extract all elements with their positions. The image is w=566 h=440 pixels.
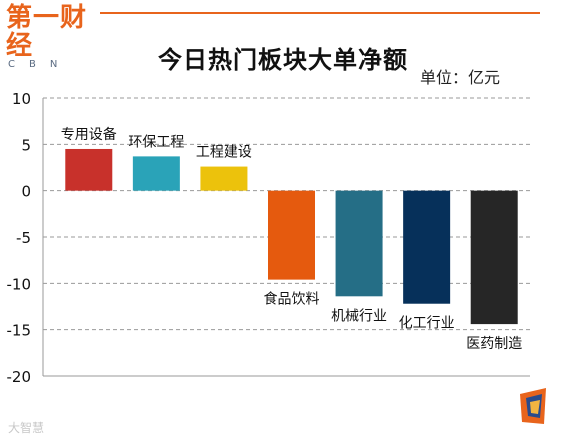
- category-label: 专用设备: [61, 126, 117, 143]
- category-label: 工程建设: [196, 145, 252, 161]
- category-label: 食品饮料: [264, 291, 320, 308]
- bar-3: [200, 166, 248, 191]
- bar-4: [268, 190, 315, 280]
- bar-5: [335, 190, 383, 297]
- watermark-text: 大智慧: [8, 421, 45, 435]
- axes: 10 5 0 -5 -10 -15 -20: [7, 90, 530, 386]
- chart-unit-label: 单位：亿元: [419, 68, 500, 87]
- cbn-logo: 第一财经 CBN: [6, 4, 106, 70]
- y-tick-label: -15: [7, 322, 32, 340]
- header-divider: [100, 12, 540, 14]
- logo-sub-text: CBN: [8, 59, 72, 70]
- corner-logo-mark: [520, 388, 546, 424]
- category-label: 化工行业: [399, 316, 455, 332]
- y-tick-label: -10: [7, 275, 32, 293]
- y-tick-label: 10: [12, 90, 31, 108]
- y-tick-label: 0: [21, 183, 31, 201]
- chart-title: 今日热门板块大单净额: [158, 46, 408, 74]
- y-tick-label: 5: [21, 136, 31, 154]
- logo-main-text: 第一财经: [6, 3, 88, 61]
- category-label: 医药制造: [466, 336, 522, 352]
- y-tick-label: -20: [7, 368, 32, 386]
- bar-1: [65, 148, 113, 191]
- category-label: 环保工程: [128, 134, 184, 150]
- bar-2: [132, 156, 180, 191]
- y-tick-label: -5: [16, 229, 31, 247]
- bar-7: [470, 190, 518, 325]
- bar-6: [403, 190, 451, 304]
- bars: [65, 148, 518, 325]
- category-label: 机械行业: [331, 308, 387, 324]
